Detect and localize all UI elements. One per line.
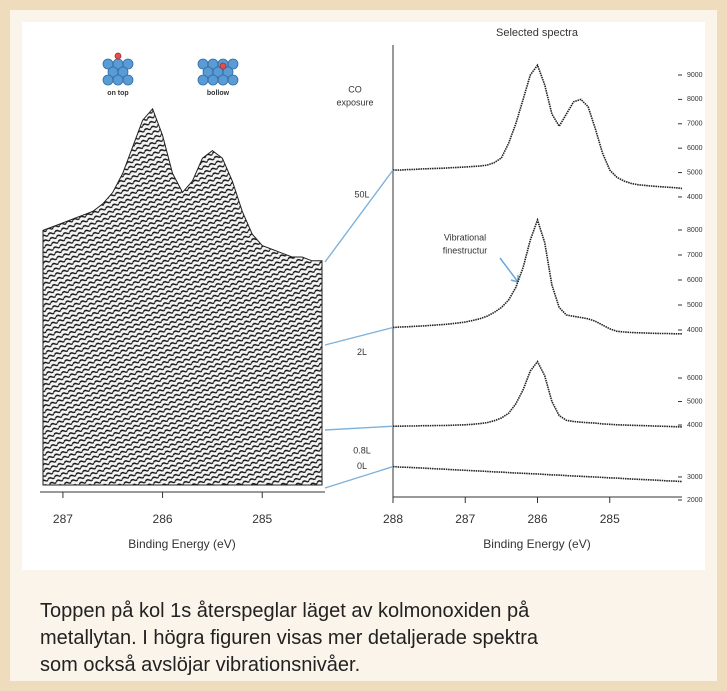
x-tick-label: 286 xyxy=(527,512,547,526)
series-label: 0L xyxy=(357,461,367,471)
y-tick-label: 6000 xyxy=(687,277,703,284)
caption-line: metallytan. I högra figuren visas mer de… xyxy=(40,627,539,649)
y-tick-label: 4000 xyxy=(687,327,703,334)
legend-title: CO xyxy=(348,84,362,94)
connector-arrow xyxy=(324,425,394,431)
y-tick-label: 8000 xyxy=(687,96,703,103)
x-tick-label: 287 xyxy=(53,512,73,526)
x-axis-label: Binding Energy (eV) xyxy=(128,537,235,551)
y-tick-label: 8000 xyxy=(687,227,703,234)
y-tick-label: 5000 xyxy=(687,302,703,309)
waterfall-surface xyxy=(42,107,323,486)
y-tick-label: 9000 xyxy=(687,72,703,79)
legend-title: exposure xyxy=(336,97,373,107)
icon-label: on top xyxy=(107,90,128,97)
y-tick-label: 7000 xyxy=(687,252,703,259)
x-tick-label: 287 xyxy=(455,512,475,526)
caption-line: som också avslöjar vibrationsnivåer. xyxy=(40,654,360,676)
caption-line: Toppen på kol 1s återspeglar läget av ko… xyxy=(40,600,530,622)
icon-label: bollow xyxy=(207,90,230,97)
x-axis-label: Binding Energy (eV) xyxy=(483,537,590,551)
icon-on-top xyxy=(102,52,134,86)
series-label: 2L xyxy=(357,347,367,357)
annotation: finestructur xyxy=(443,245,488,255)
x-tick-label: 286 xyxy=(153,512,173,526)
connector-arrow xyxy=(324,465,394,489)
spectrum xyxy=(392,217,682,335)
y-tick-label: 4000 xyxy=(687,194,703,201)
series-label: 50L xyxy=(354,189,369,199)
y-tick-label: 6000 xyxy=(687,145,703,152)
series-label: 0.8L xyxy=(353,446,371,456)
x-tick-label: 285 xyxy=(252,512,272,526)
x-tick-label: 285 xyxy=(600,512,620,526)
connector-arrow xyxy=(324,326,394,346)
y-tick-label: 2000 xyxy=(687,497,703,504)
spectrum xyxy=(393,63,683,190)
y-tick-label: 5000 xyxy=(687,398,703,405)
chart-title: Selected spectra xyxy=(496,27,579,39)
y-tick-label: 4000 xyxy=(687,422,703,429)
y-tick-label: 3000 xyxy=(687,474,703,481)
y-tick-label: 5000 xyxy=(687,169,703,176)
icon-hollow xyxy=(197,58,239,86)
y-tick-label: 7000 xyxy=(687,121,703,128)
y-tick-label: 6000 xyxy=(687,375,703,382)
connector-arrow xyxy=(324,169,394,263)
x-tick-label: 288 xyxy=(383,512,403,526)
annotation: Vibrational xyxy=(444,232,486,242)
spectrum xyxy=(393,360,683,428)
